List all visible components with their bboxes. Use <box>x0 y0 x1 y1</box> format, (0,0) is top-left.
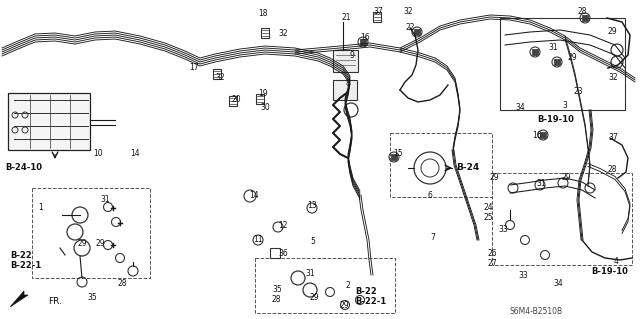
Text: 32: 32 <box>403 8 413 17</box>
Bar <box>213 69 221 79</box>
Bar <box>333 80 357 100</box>
Text: 32: 32 <box>608 72 618 81</box>
Text: 1: 1 <box>38 204 43 212</box>
Bar <box>554 59 560 65</box>
Text: 13: 13 <box>307 202 317 211</box>
Text: 20: 20 <box>232 95 242 105</box>
Text: 28: 28 <box>608 166 618 174</box>
Text: 10: 10 <box>93 149 102 158</box>
Bar <box>256 94 264 104</box>
Text: 33: 33 <box>498 226 508 234</box>
Bar <box>255 258 395 313</box>
Bar <box>229 96 237 106</box>
Text: B-19-10: B-19-10 <box>537 115 574 124</box>
Text: 11: 11 <box>253 235 262 244</box>
Text: 33: 33 <box>518 271 528 279</box>
Bar <box>8 93 90 150</box>
Polygon shape <box>10 291 28 307</box>
Text: FR.: FR. <box>48 296 62 306</box>
Text: B-19-10: B-19-10 <box>591 268 628 277</box>
Text: 27: 27 <box>487 258 497 268</box>
Bar <box>500 18 625 110</box>
Text: 28: 28 <box>578 8 588 17</box>
Bar <box>261 28 269 38</box>
Bar <box>540 132 546 138</box>
Text: 35: 35 <box>87 293 97 302</box>
Text: B-22: B-22 <box>355 286 377 295</box>
Text: 21: 21 <box>342 12 351 21</box>
Text: 28: 28 <box>272 295 282 305</box>
Text: 29: 29 <box>568 53 578 62</box>
Text: 16: 16 <box>360 33 370 42</box>
Text: 18: 18 <box>258 10 268 19</box>
Text: 29: 29 <box>310 293 319 302</box>
Text: 4: 4 <box>614 256 619 265</box>
Text: 37: 37 <box>608 133 618 143</box>
Text: 6: 6 <box>427 191 432 201</box>
Text: 29: 29 <box>490 174 500 182</box>
Text: 25: 25 <box>483 213 493 222</box>
Bar <box>390 133 492 197</box>
Text: B-24-10: B-24-10 <box>5 162 42 172</box>
Bar <box>270 248 280 258</box>
Text: B-22: B-22 <box>10 250 32 259</box>
Text: 23: 23 <box>574 87 584 97</box>
Text: 31: 31 <box>100 196 109 204</box>
Text: 35: 35 <box>272 286 282 294</box>
Bar <box>532 49 538 55</box>
Bar <box>414 29 420 35</box>
Text: S6M4-B2510B: S6M4-B2510B <box>510 308 563 316</box>
Text: 22: 22 <box>406 24 415 33</box>
Text: 12: 12 <box>278 220 287 229</box>
Text: 5: 5 <box>310 238 315 247</box>
Text: 29: 29 <box>608 27 618 36</box>
Text: 30: 30 <box>260 102 269 112</box>
Bar <box>333 50 358 72</box>
Text: B-22-1: B-22-1 <box>355 296 387 306</box>
Text: 24: 24 <box>483 203 493 211</box>
Text: 37: 37 <box>373 8 383 17</box>
Text: 29: 29 <box>562 174 572 182</box>
Text: 32: 32 <box>215 72 225 81</box>
Bar <box>360 39 366 45</box>
Text: 28: 28 <box>118 278 127 287</box>
Bar <box>492 173 632 265</box>
Bar <box>582 15 588 21</box>
Text: 32: 32 <box>278 29 287 39</box>
Text: 31: 31 <box>548 42 557 51</box>
Text: 29: 29 <box>96 240 106 249</box>
Text: 36: 36 <box>278 249 288 257</box>
Text: 29: 29 <box>78 240 88 249</box>
Text: 16: 16 <box>532 131 541 140</box>
Text: 29: 29 <box>340 300 349 309</box>
Bar <box>391 154 397 160</box>
Text: 17: 17 <box>189 63 198 72</box>
Text: 8: 8 <box>345 78 349 87</box>
Text: 34: 34 <box>515 102 525 112</box>
Bar <box>32 188 150 278</box>
Text: 14: 14 <box>130 149 140 158</box>
Text: 26: 26 <box>487 249 497 258</box>
Text: B-24: B-24 <box>456 164 479 173</box>
Text: 34: 34 <box>553 278 563 287</box>
Text: 7: 7 <box>430 233 435 241</box>
Text: 31: 31 <box>305 269 315 278</box>
Text: 9: 9 <box>349 50 354 60</box>
Text: 15: 15 <box>393 149 403 158</box>
Text: 3: 3 <box>562 100 567 109</box>
Text: 2: 2 <box>346 280 351 290</box>
Text: 14: 14 <box>249 190 259 199</box>
Text: 31: 31 <box>536 179 546 188</box>
Text: B-22-1: B-22-1 <box>10 261 41 270</box>
Text: 19: 19 <box>258 88 268 98</box>
Bar <box>373 12 381 22</box>
